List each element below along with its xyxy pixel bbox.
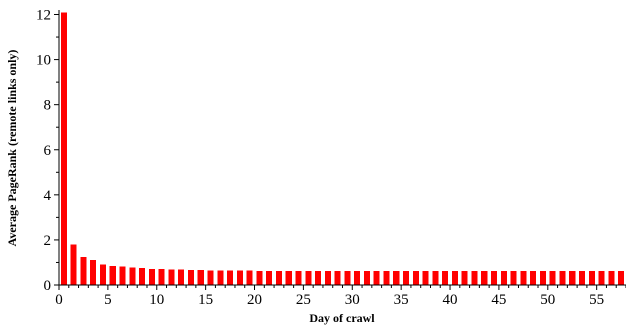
- bar-day-38: [432, 271, 439, 285]
- bar-day-40: [451, 271, 458, 285]
- x-tick-label-30: 30: [345, 292, 360, 308]
- bar-day-7: [129, 267, 136, 285]
- x-tick-label-10: 10: [149, 292, 164, 308]
- x-axis-ticks: 0 5 10 15 20 25 30 35 40 45 50 55: [55, 285, 626, 308]
- bar-day-4: [99, 264, 107, 285]
- y-tick-label-4: 4: [44, 188, 52, 204]
- y-axis-ticks: 0 2 4 6 8 10 12: [36, 8, 59, 294]
- bar-day-33: [383, 271, 390, 285]
- bar-day-27: [324, 271, 331, 285]
- bar-day-48: [530, 271, 537, 285]
- bar-day-41: [461, 271, 468, 285]
- x-axis-title: Day of crawl: [309, 311, 375, 325]
- x-tick-label-55: 55: [589, 292, 604, 308]
- bar-day-18: [236, 270, 243, 285]
- y-axis-title: Average PageRank (remote links only): [5, 50, 19, 247]
- y-tick-label-2: 2: [44, 233, 52, 249]
- bar-day-1: [70, 244, 77, 285]
- bar-day-5: [109, 265, 116, 285]
- y-tick-label-8: 8: [44, 98, 52, 114]
- bar-day-50: [549, 271, 556, 285]
- bar-day-22: [275, 270, 282, 285]
- bar-day-13: [187, 269, 195, 285]
- x-tick-label-50: 50: [540, 292, 555, 308]
- x-tick-label-5: 5: [104, 292, 112, 308]
- bar-day-23: [285, 270, 292, 285]
- bar-day-16: [217, 270, 224, 285]
- bar-day-26: [315, 271, 322, 285]
- bar-day-29: [344, 271, 351, 285]
- y-tick-label-12: 12: [36, 8, 51, 24]
- bar-day-56: [608, 271, 615, 285]
- x-tick-label-35: 35: [394, 292, 409, 308]
- y-tick-label-10: 10: [36, 53, 51, 69]
- bar-day-54: [588, 271, 595, 285]
- bar-day-24: [295, 271, 302, 285]
- x-tick-label-15: 15: [198, 292, 213, 308]
- bar-day-12: [178, 269, 185, 285]
- bar-day-47: [520, 271, 527, 285]
- bar-day-53: [578, 271, 586, 285]
- y-tick-label-6: 6: [44, 143, 52, 159]
- bar-day-30: [354, 271, 361, 285]
- x-tick-label-40: 40: [443, 292, 458, 308]
- bar-day-52: [569, 271, 576, 285]
- x-tick-label-45: 45: [491, 292, 506, 308]
- bar-day-9: [148, 268, 155, 285]
- bar-day-55: [598, 271, 605, 285]
- bar-day-34: [393, 271, 400, 285]
- bar-day-20: [256, 270, 263, 285]
- bar-day-21: [266, 270, 273, 285]
- bar-day-57: [618, 271, 625, 285]
- bar-day-19: [246, 270, 253, 285]
- bar-day-25: [305, 271, 312, 285]
- bar-day-49: [539, 271, 546, 285]
- bar-day-35: [403, 271, 410, 285]
- bar-day-32: [373, 271, 380, 285]
- bar-day-37: [422, 271, 429, 285]
- bar-day-8: [139, 268, 146, 285]
- bar-day-3: [90, 260, 97, 285]
- bar-day-6: [119, 266, 126, 285]
- bar-day-51: [559, 271, 566, 285]
- bar-day-11: [168, 269, 175, 285]
- bar-day-36: [412, 271, 419, 285]
- bar-day-31: [363, 271, 370, 285]
- bar-day-46: [510, 271, 517, 285]
- x-tick-label-20: 20: [247, 292, 262, 308]
- bar-day-44: [490, 271, 498, 285]
- bar-day-0: [60, 12, 67, 286]
- bar-day-39: [442, 271, 449, 285]
- bar-day-17: [227, 270, 234, 285]
- bars-group: [60, 12, 625, 286]
- bar-day-28: [334, 271, 341, 285]
- bar-day-45: [500, 271, 507, 285]
- x-tick-label-0: 0: [55, 292, 63, 308]
- bar-day-10: [158, 269, 165, 285]
- bar-day-2: [80, 256, 87, 285]
- x-tick-label-25: 25: [296, 292, 311, 308]
- bar-day-15: [207, 270, 214, 285]
- y-tick-label-0: 0: [44, 278, 52, 294]
- bar-day-42: [471, 271, 478, 285]
- bar-day-14: [197, 270, 204, 285]
- bar-day-43: [481, 271, 488, 285]
